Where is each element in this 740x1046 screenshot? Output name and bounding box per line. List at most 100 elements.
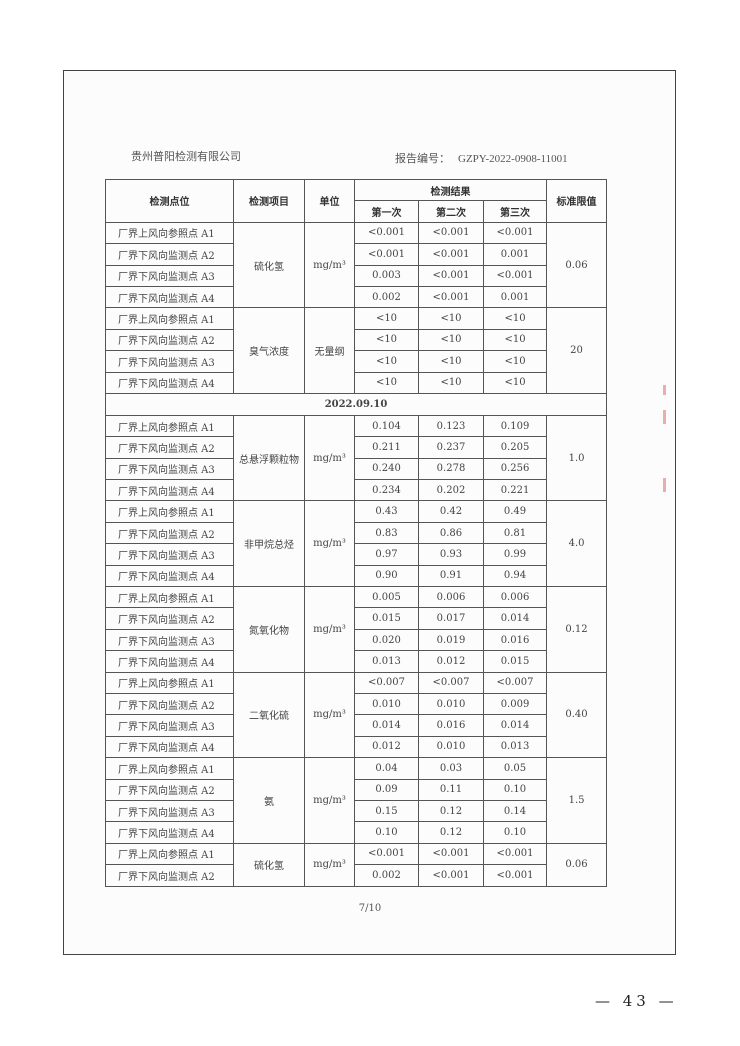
result-cell: 0.002 [354,285,419,309]
header-third: 第三次 [482,200,548,223]
stamp-mark [663,478,666,492]
location-cell: 厂界下风向监测点 A2 [105,328,234,352]
location-cell: 厂界上风向参照点 A1 [105,586,234,609]
table-row: 厂界上风向参照点 A1 硫化氢 mg/m³ <0.001 <0.001 <0.001 0.0… [105,842,608,887]
result-cell: <0.007 [482,671,548,694]
table-row: 厂界下风向监测点 A4 0.013 0.012 0.015 [105,650,607,673]
location-cell: 厂界下风向监测点 A3 [105,628,234,652]
table-row: 厂界下风向监测点 A3 0.97 0.93 0.99 [105,543,607,566]
result-cell: 0.016 [482,628,548,652]
limit-cell: 0.06 [546,842,608,887]
table-row: 厂界下风向监测点 A2 0.010 0.010 0.009 [105,692,607,716]
table-row: 厂界下风向监测点 A4 0.90 0.91 0.94 [105,564,607,588]
limit-cell: 20 [546,307,608,394]
result-cell: 0.002 [354,864,419,887]
result-cell: 0.12 [418,821,484,844]
report-label: 报告编号： [395,153,450,165]
result-cell: <10 [354,307,419,330]
result-cell: <10 [418,307,484,330]
table-row: 厂界下风向监测点 A2 <10 <10 <10 [105,328,607,352]
result-cell: 0.12 [418,799,484,823]
location-cell: 厂界上风向参照点 A1 [105,221,234,245]
location-cell: 厂界下风向监测点 A4 [105,371,234,394]
unit-cell: mg/m³ [304,671,355,759]
limit-cell: 1.5 [546,757,608,844]
header-item: 检测项目 [233,179,305,223]
result-cell: <0.001 [418,864,484,887]
location-cell: 厂界上风向参照点 A1 [105,307,234,330]
table-row: 厂界上风向参照点 A1 总悬浮颗粒物 mg/m³ 0.104 0.123 0.109 1.0 [105,414,608,502]
location-cell: 厂界下风向监测点 A3 [105,799,234,823]
table-row: 厂界下风向监测点 A2 0.002 <0.001 <0.001 [105,864,607,887]
header-location: 检测点位 [105,179,234,223]
header-unit: 单位 [304,179,355,223]
result-cell: 0.010 [418,735,484,759]
result-cell: 0.81 [482,521,548,545]
result-cell: 0.09 [354,778,419,801]
location-cell: 厂界下风向监测点 A4 [105,821,234,844]
location-cell: 厂界下风向监测点 A2 [105,778,234,801]
location-cell: 厂界下风向监测点 A4 [105,285,234,309]
result-cell: <10 [354,371,419,394]
result-cell: 0.237 [418,436,484,459]
location-cell: 厂界下风向监测点 A4 [105,650,234,673]
item-cell: 氮氧化物 [233,586,305,673]
table-row: 厂界下风向监测点 A4 <10 <10 <10 [105,371,607,394]
limit-cell: 0.12 [546,586,608,673]
header-limit: 标准限值 [546,179,608,223]
result-cell: <0.001 [418,243,484,266]
result-cell: 0.001 [482,243,548,266]
location-cell: 厂界上风向参照点 A1 [105,500,234,523]
result-cell: 0.012 [354,735,419,759]
result-cell: <0.001 [418,842,484,866]
limit-cell: 0.06 [546,221,608,309]
company-name: 贵州普阳检测有限公司 [131,150,241,163]
location-cell: 厂界下风向监测点 A4 [105,479,234,502]
table-row: 厂界下风向监测点 A2 0.09 0.11 0.10 [105,778,607,801]
stamp-mark [663,410,666,424]
result-cell: <10 [418,350,484,373]
result-cell: 0.94 [482,564,548,588]
page-indicator: 7/10 [358,903,382,914]
result-cell: 0.97 [354,543,419,566]
result-cell: 0.221 [482,479,548,502]
result-cell: 0.04 [354,757,419,780]
result-cell: 0.015 [354,607,419,630]
table-row: 厂界下风向监测点 A2 0.211 0.237 0.205 [105,436,607,459]
result-cell: 0.205 [482,436,548,459]
location-cell: 厂界下风向监测点 A2 [105,607,234,630]
report-number-value: GZPY-2022-0908-11001 [458,153,568,165]
location-cell: 厂界下风向监测点 A3 [105,264,234,287]
result-cell: 0.012 [418,650,484,673]
result-cell: <0.007 [354,671,419,694]
table-row: 厂界上风向参照点 A1 硫化氢 mg/m³ <0.001 <0.001 <0.001 0.0… [105,221,608,309]
location-cell: 厂界下风向监测点 A2 [105,436,234,459]
location-cell: 厂界上风向参照点 A1 [105,671,234,694]
item-cell: 二氧化硫 [233,671,305,759]
table-row: 厂界上风向参照点 A1 二氧化硫 mg/m³ <0.007 <0.007 <0.007 0.… [105,671,608,759]
date-row: 2022.09.10 [104,392,608,416]
item-cell: 硫化氢 [233,221,305,309]
result-cell: <0.001 [418,264,484,287]
result-cell: 0.05 [482,757,548,780]
result-cell: <10 [354,350,419,373]
page-number: — 43 — [595,992,678,1010]
location-cell: 厂界下风向监测点 A3 [105,714,234,737]
result-cell: 0.006 [418,586,484,609]
result-cell: <10 [354,328,419,352]
result-cell: 0.005 [354,586,419,609]
unit-cell: mg/m³ [304,221,355,309]
table-row: 厂界下风向监测点 A2 <0.001 <0.001 0.001 [105,243,607,266]
result-cell: 0.91 [418,564,484,588]
table-row: 厂界下风向监测点 A3 <10 <10 <10 [105,350,607,373]
result-cell: <10 [482,328,548,352]
location-cell: 厂界下风向监测点 A3 [105,350,234,373]
results-table: 检测点位 检测项目 单位 检测结果 标准限值 第一次 第二次 第三次 厂界上风向参照点 A1… [104,178,608,887]
stamp-mark [663,385,666,395]
result-cell: 0.006 [482,586,548,609]
result-cell: <0.001 [418,221,484,245]
result-cell: 0.019 [418,628,484,652]
result-cell: <0.007 [418,671,484,694]
result-cell: 0.010 [354,692,419,716]
result-cell: 0.017 [418,607,484,630]
